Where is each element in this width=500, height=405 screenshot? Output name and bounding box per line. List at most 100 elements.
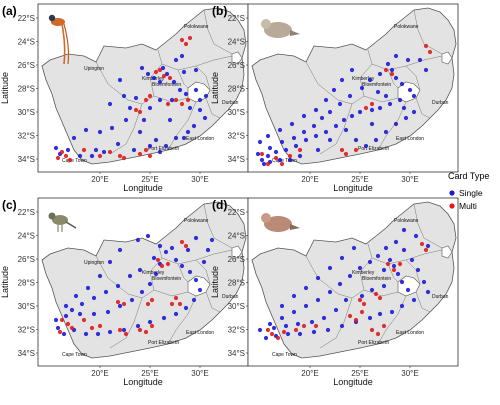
multi-card-point [287, 153, 293, 159]
multi-card-point [269, 331, 275, 337]
single-card-point [367, 77, 373, 83]
multi-card-point [357, 297, 363, 303]
single-card-point [91, 295, 97, 301]
y-tick-label: 30°S [18, 302, 35, 311]
multi-card-point [313, 323, 319, 329]
single-card-point [177, 87, 183, 93]
map-panel: PolokwaneKimberleyBloemfonteinDurbanEast… [0, 3, 249, 193]
single-card-point [161, 315, 167, 321]
multi-card-point [115, 299, 121, 305]
multi-card-point [147, 93, 153, 99]
single-card-point [169, 245, 175, 251]
single-card-point [327, 137, 333, 143]
single-card-point [259, 157, 265, 163]
single-card-point [395, 271, 401, 277]
city-label-bloemfontein: Bloemfontein [152, 276, 181, 282]
single-card-point [255, 151, 261, 157]
single-card-point [337, 281, 343, 287]
multi-card-point [167, 75, 173, 81]
single-card-point [343, 297, 349, 303]
single-card-point [133, 95, 139, 101]
bird-illustration [261, 213, 300, 232]
panel-label: (c) [2, 198, 17, 212]
city-label-cape-town: Cape Town [272, 158, 297, 164]
multi-card-point [55, 155, 61, 161]
multi-card-point [67, 157, 73, 163]
single-card-point [377, 71, 383, 77]
single-card-point [401, 247, 407, 253]
y-axis-title: Latitude [210, 266, 220, 298]
city-label-east-london: East London [186, 136, 214, 142]
y-tick-label: 32°S [228, 131, 245, 140]
single-card-point [69, 307, 75, 313]
multi-card-point [97, 153, 103, 159]
multi-card-point [275, 335, 281, 341]
single-card-point [173, 135, 179, 141]
multi-card-point [159, 263, 165, 269]
single-card-point [153, 137, 159, 143]
multi-card-point [63, 153, 69, 159]
single-card-point [323, 97, 329, 103]
single-card-point [409, 257, 415, 263]
multi-card-point [177, 301, 183, 307]
single-card-point [399, 303, 405, 309]
single-card-point [201, 259, 207, 265]
single-card-point [325, 327, 331, 333]
multi-card-point [89, 325, 95, 331]
x-tick-label: 30°E [401, 175, 418, 184]
multi-card-point [347, 313, 353, 319]
city-label-east-london: East London [396, 330, 424, 336]
multi-card-point [59, 317, 65, 323]
multi-card-point [187, 35, 193, 41]
single-card-point [423, 67, 429, 73]
single-card-point [63, 303, 69, 309]
single-card-point [65, 147, 71, 153]
single-card-point [205, 247, 211, 253]
city-label-bloemfontein: Bloemfontein [152, 82, 181, 88]
single-card-point [291, 293, 297, 299]
y-axis-title: Latitude [0, 72, 10, 104]
single-card-point [79, 301, 85, 307]
multi-card-point [359, 309, 365, 315]
single-card-point [167, 117, 173, 123]
single-card-point [357, 265, 363, 271]
single-card-point [91, 311, 97, 317]
multi-card-point [297, 147, 303, 153]
single-card-point [349, 67, 355, 73]
single-card-point [197, 97, 203, 103]
single-card-point [97, 129, 103, 135]
multi-card-point [353, 147, 359, 153]
single-card-point [339, 323, 345, 329]
single-card-point [273, 149, 279, 155]
single-card-point [351, 245, 357, 251]
x-tick-label: 20°E [91, 175, 108, 184]
single-card-point [359, 293, 365, 299]
single-card-point [377, 105, 383, 111]
y-axis-title: Latitude [210, 72, 220, 104]
single-card-point [413, 233, 419, 239]
legend-title: Card Type [448, 171, 489, 181]
multi-card-point [279, 161, 285, 167]
city-label-durban: Durban [432, 100, 449, 106]
single-card-point [339, 77, 345, 83]
single-card-point [285, 331, 291, 337]
single-card-point [183, 305, 189, 311]
y-tick-label: 26°S [228, 255, 245, 264]
city-label-port-elizabeth: Port Elizabeth [148, 146, 179, 152]
single-card-point [421, 279, 427, 285]
y-tick-label: 22°S [18, 208, 35, 217]
multi-card-point [137, 327, 143, 333]
single-card-point [389, 309, 395, 315]
legend: Card Type Single Multi [448, 171, 489, 211]
y-tick-label: 24°S [18, 37, 35, 46]
y-tick-label: 22°S [18, 14, 35, 23]
single-card-point [261, 161, 267, 167]
y-tick-label: 26°S [18, 61, 35, 70]
single-card-point [315, 297, 321, 303]
single-card-point [397, 97, 403, 103]
single-card-point [267, 145, 273, 151]
multi-card-point [179, 37, 185, 43]
multi-card-point [179, 101, 185, 107]
multi-card-point [145, 301, 151, 307]
x-tick-label: 25°E [351, 175, 368, 184]
